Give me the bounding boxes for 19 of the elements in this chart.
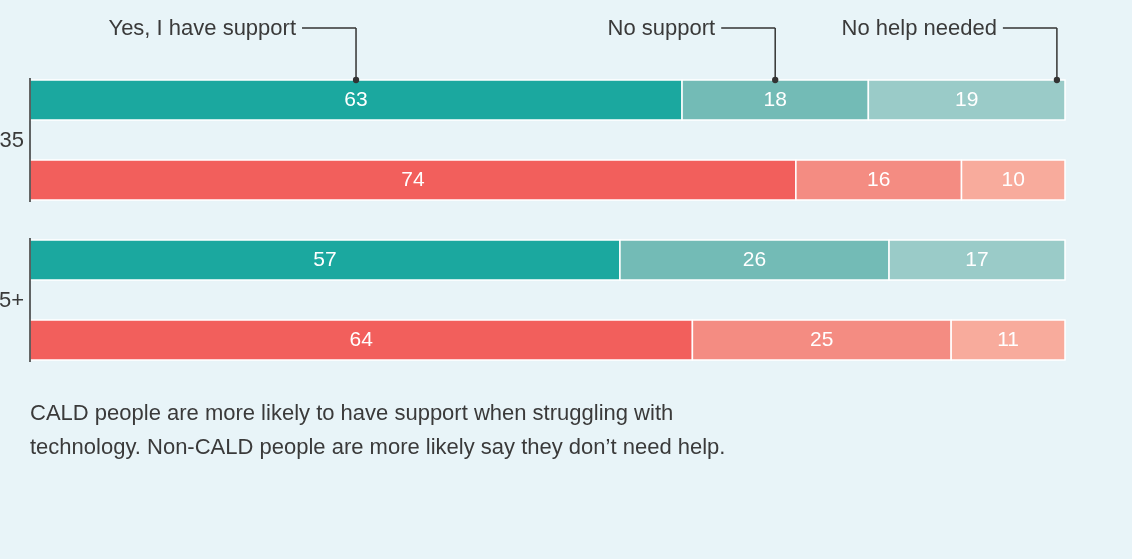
data-label: 57 xyxy=(313,247,337,270)
data-label: 74 xyxy=(401,167,425,190)
data-label: 19 xyxy=(955,87,979,110)
data-label: 25 xyxy=(810,327,834,350)
text: technology. Non-CALD people are more likely say they don’t need help. xyxy=(30,434,726,459)
y-tick-label: 35 xyxy=(0,127,24,152)
data-label: 17 xyxy=(965,247,989,270)
data-label: 63 xyxy=(344,87,368,110)
series-label: No help needed xyxy=(841,15,997,40)
series-label: No support xyxy=(607,15,716,40)
data-label: 10 xyxy=(1001,167,1025,190)
data-label: 18 xyxy=(763,87,787,110)
data-label: 64 xyxy=(349,327,374,350)
data-label: 26 xyxy=(742,247,767,270)
data-label: 11 xyxy=(997,327,1019,350)
y-tick-label: 5+ xyxy=(0,287,24,312)
annotation: CALD people are more likely to have support when struggling with xyxy=(30,400,674,425)
series-label: Yes, I have support xyxy=(108,15,297,40)
data-label: 16 xyxy=(867,167,891,190)
